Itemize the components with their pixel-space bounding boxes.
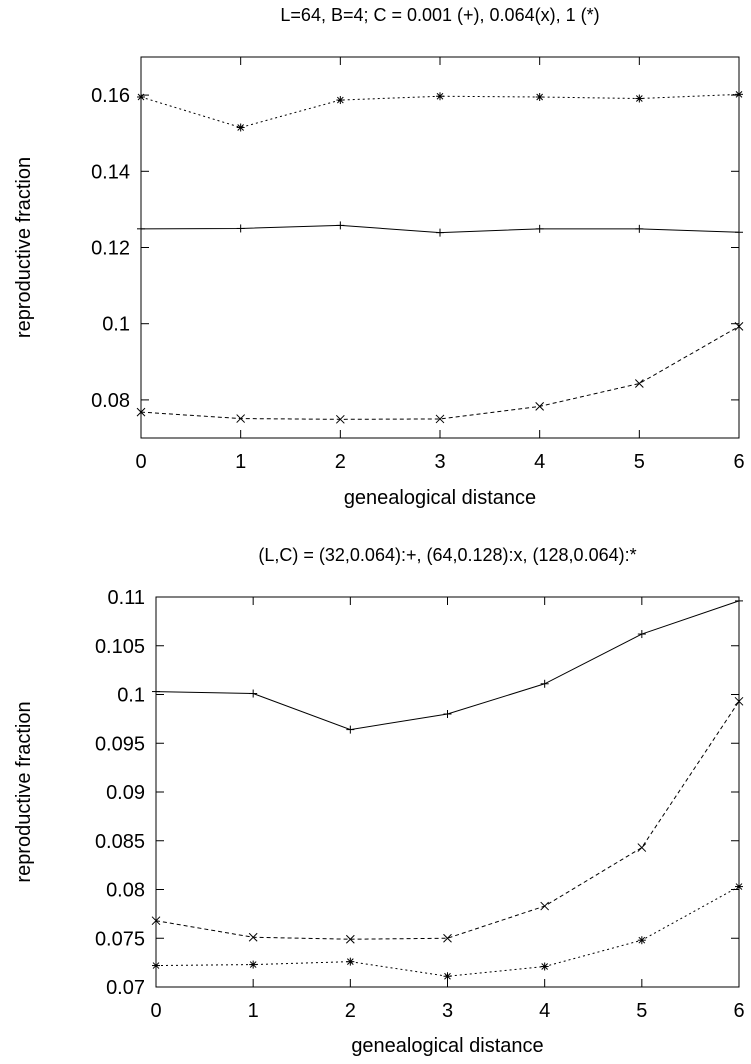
bottom-series-2-point <box>443 972 452 981</box>
bottom-y-tick-label: 0.11 <box>108 587 145 609</box>
bottom-series-0-point <box>152 687 160 696</box>
top-y-tick-label: 0.12 <box>91 238 130 260</box>
top-series-0-point <box>137 224 145 233</box>
bottom-series-0-point <box>637 630 646 639</box>
bottom-series-0-point <box>540 679 549 688</box>
bottom-x-tick-label: 5 <box>636 1000 647 1022</box>
bottom-series-2-point <box>152 961 160 970</box>
bottom-series-2-line <box>155 886 740 977</box>
top-series-2-point <box>535 93 544 102</box>
top-series-2-point <box>137 93 145 102</box>
bottom-chart-title: (L,C) = (32,0.064):+, (64,0.128):x, (128… <box>258 545 636 565</box>
top-series-1-point <box>634 379 644 388</box>
bottom-series-1-point <box>248 932 258 942</box>
bottom-x-axis-label: genealogical distance <box>351 1035 543 1057</box>
top-y-tick-label: 0.16 <box>91 85 130 107</box>
top-x-tick-label: 5 <box>634 451 645 473</box>
bottom-series-0-point <box>249 689 258 698</box>
bottom-y-tick-label: 0.08 <box>106 880 145 902</box>
bottom-series-1-line <box>155 701 740 940</box>
chart-top: 0 1 2 3 4 5 6 0.08 0.1 0.12 0.14 0.16 L=64, B=4; C =… <box>13 5 745 509</box>
top-series-1-point <box>136 407 146 417</box>
top-x-tick-label: 1 <box>235 451 246 473</box>
bottom-series-1-point <box>637 843 647 852</box>
top-series-1-line <box>140 325 740 420</box>
top-x-tick-label: 0 <box>135 451 146 473</box>
top-series-0-point <box>336 221 345 230</box>
bottom-y-tick-label: 0.075 <box>95 928 145 950</box>
bottom-series-2-point <box>249 960 258 969</box>
top-x-axis-label: genealogical distance <box>344 487 536 509</box>
top-series-2-point <box>236 123 245 132</box>
bottom-x-tick-label: 3 <box>442 1000 453 1022</box>
top-x-tick-label: 6 <box>733 451 744 473</box>
top-x-tick-label: 2 <box>335 451 346 473</box>
bottom-series-2-point <box>637 936 646 945</box>
top-series-1-point <box>435 414 445 424</box>
top-y-axis-label: reproductive fraction <box>13 157 35 338</box>
top-chart-title: L=64, B=4; C = 0.001 (+), 0.064(x), 1 (*… <box>280 5 599 25</box>
bottom-y-tick-label: 0.085 <box>95 831 145 853</box>
bottom-y-axis-label: reproductive fraction <box>13 701 35 882</box>
top-plot-frame <box>140 56 740 439</box>
chart-bottom: 0 1 2 3 4 5 6 0.07 0.075 0.08 0.085 0.09 0.095 0.1 0.1… <box>13 545 745 1057</box>
top-series-2-point <box>436 92 444 101</box>
bottom-series-1-point <box>443 933 452 943</box>
top-x-tick-label: 4 <box>534 451 545 473</box>
top-y-tick-label: 0.14 <box>91 161 130 183</box>
top-series-1-point <box>335 414 345 424</box>
bottom-series-2-point <box>346 957 355 966</box>
bottom-series-1-point <box>734 696 744 706</box>
top-series-2-point <box>735 90 743 99</box>
bottom-series-2-point <box>735 882 743 891</box>
bottom-x-tick-label: 4 <box>539 1000 550 1022</box>
bottom-series-0-point <box>735 596 743 605</box>
top-y-tick-label: 0.1 <box>102 314 130 336</box>
bottom-x-tick-label: 2 <box>345 1000 356 1022</box>
top-series-0-point <box>735 228 743 237</box>
bottom-series-0-point <box>443 710 452 718</box>
top-series-1-point <box>734 322 744 331</box>
bottom-y-tick-label: 0.095 <box>95 733 145 755</box>
top-x-tick-label: 3 <box>434 451 445 473</box>
top-series-1-point <box>535 402 545 411</box>
top-y-tick-label: 0.08 <box>91 390 130 412</box>
top-series-1-point <box>236 414 246 423</box>
bottom-series-1-point <box>345 934 355 944</box>
top-series-0-point <box>635 224 644 233</box>
bottom-x-tick-label: 1 <box>248 1000 259 1022</box>
bottom-y-tick-label: 0.105 <box>95 636 145 658</box>
top-series-0-point <box>436 228 444 237</box>
bottom-series-2-point <box>540 962 549 971</box>
top-series-2-point <box>635 94 644 103</box>
bottom-y-tick-label: 0.09 <box>106 782 145 804</box>
top-series-0-point <box>535 224 544 233</box>
top-series-0-point <box>236 224 245 233</box>
bottom-x-tick-label: 6 <box>733 1000 744 1022</box>
bottom-series-1-point <box>151 916 161 926</box>
bottom-y-tick-label: 0.1 <box>117 685 145 707</box>
bottom-plot-frame <box>155 596 740 988</box>
bottom-series-0-point <box>346 725 355 734</box>
bottom-x-tick-label: 0 <box>150 1000 161 1022</box>
bottom-series-1-point <box>540 901 550 911</box>
top-series-2-point <box>336 96 345 105</box>
bottom-y-tick-label: 0.07 <box>106 977 145 999</box>
